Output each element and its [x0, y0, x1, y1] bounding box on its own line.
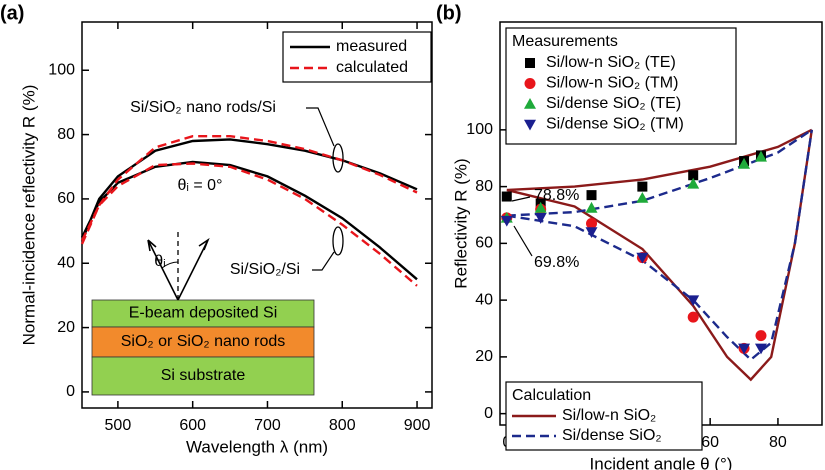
marker — [636, 191, 649, 203]
y-tick-label: 60 — [57, 190, 75, 207]
panel-label: (a) — [0, 2, 24, 24]
layer — [91, 326, 315, 358]
legend-label: Si/dense SiO₂ (TM) — [546, 116, 684, 133]
rays — [147, 237, 210, 301]
layer-label: E-beam deposited Si — [129, 305, 278, 322]
legend-label: Si/low-n SiO₂ (TE) — [546, 54, 676, 71]
legend-swatch — [525, 58, 535, 68]
legend-swatch — [524, 98, 536, 109]
plot-area — [500, 128, 813, 382]
marker — [754, 343, 767, 355]
y-tick-label: 20 — [57, 319, 75, 336]
legend — [505, 27, 737, 145]
marker — [534, 201, 547, 213]
marker — [500, 215, 513, 227]
marker — [501, 191, 512, 202]
y-tick-label: 100 — [48, 61, 75, 78]
legend-label: Si/dense SiO₂ (TE) — [546, 95, 681, 112]
x-tick-label: 700 — [254, 417, 281, 434]
curve-marker — [332, 143, 344, 173]
y-tick-label: 20 — [475, 348, 493, 365]
marker — [585, 227, 598, 239]
layer — [91, 356, 315, 396]
annotation: θᵢ — [154, 253, 165, 270]
annotation: Si/SiO₂ nano rods/Si — [130, 99, 276, 116]
marker — [738, 157, 751, 169]
marker — [586, 218, 598, 229]
marker — [534, 213, 547, 224]
legend-label: Si/low-n SiO₂ — [562, 407, 656, 424]
legend-label: Si/low-n SiO₂ (TM) — [546, 75, 678, 92]
y-tick-label: 40 — [57, 254, 75, 271]
marker — [637, 181, 648, 192]
marker — [755, 330, 767, 342]
legend-swatch — [524, 78, 536, 89]
x-tick-label: 600 — [179, 417, 206, 434]
marker — [687, 311, 699, 323]
y-tick-label: 0 — [66, 383, 75, 400]
x-tick-label: 60 — [701, 434, 719, 451]
leader — [312, 251, 335, 271]
annotation: 69.8% — [534, 254, 579, 271]
angle-arc — [161, 261, 179, 269]
y-axis-label: Normal-incidence reflectivity R (%) — [19, 85, 38, 346]
leader — [511, 196, 531, 202]
x-tick-label: 900 — [404, 417, 431, 434]
marker — [586, 190, 597, 201]
marker — [636, 252, 649, 264]
leader — [513, 225, 533, 257]
y-tick-label: 80 — [475, 178, 493, 195]
y-tick-label: 80 — [57, 126, 75, 143]
annotation: 78.8% — [534, 187, 579, 204]
annotation: Si/SiO₂/Si — [230, 261, 300, 278]
x-tick-label: 800 — [329, 417, 356, 434]
marker — [754, 150, 767, 162]
legend — [282, 31, 432, 83]
leader — [306, 107, 335, 147]
legend-label: Si/dense SiO₂ — [562, 427, 662, 444]
marker — [738, 343, 751, 355]
annotation: θᵢ = 0° — [178, 177, 223, 194]
x-tick-label: 80 — [769, 434, 787, 451]
marker — [687, 177, 700, 189]
calc-curve — [506, 128, 813, 362]
y-tick-label: 0 — [484, 405, 493, 422]
plot-frame — [81, 21, 433, 409]
legend-title: Measurements — [512, 33, 618, 50]
curve — [80, 138, 418, 281]
y-tick-label: 40 — [475, 291, 493, 308]
legend-label: calculated — [336, 59, 408, 76]
curve — [80, 135, 418, 287]
marker — [585, 201, 598, 213]
layer — [91, 299, 315, 328]
panel-label: (b) — [436, 2, 462, 24]
marker — [688, 170, 699, 181]
curve-marker — [332, 226, 344, 256]
y-tick-label: 60 — [475, 235, 493, 252]
x-axis-label: Incident angle θ (°) — [590, 454, 733, 470]
y-tick-label: 100 — [466, 121, 493, 138]
layer-label: Si substrate — [161, 367, 246, 384]
x-tick-label: 500 — [105, 417, 132, 434]
x-axis-label: Wavelength λ (nm) — [186, 437, 328, 456]
legend-title: Calculation — [512, 387, 591, 404]
y-axis-label: Reflectivity R (%) — [451, 158, 470, 288]
legend-label: measured — [336, 38, 407, 55]
layer-label: SiO₂ or SiO₂ nano rods — [121, 333, 286, 350]
marker — [687, 295, 700, 307]
legend-swatch — [524, 119, 536, 131]
